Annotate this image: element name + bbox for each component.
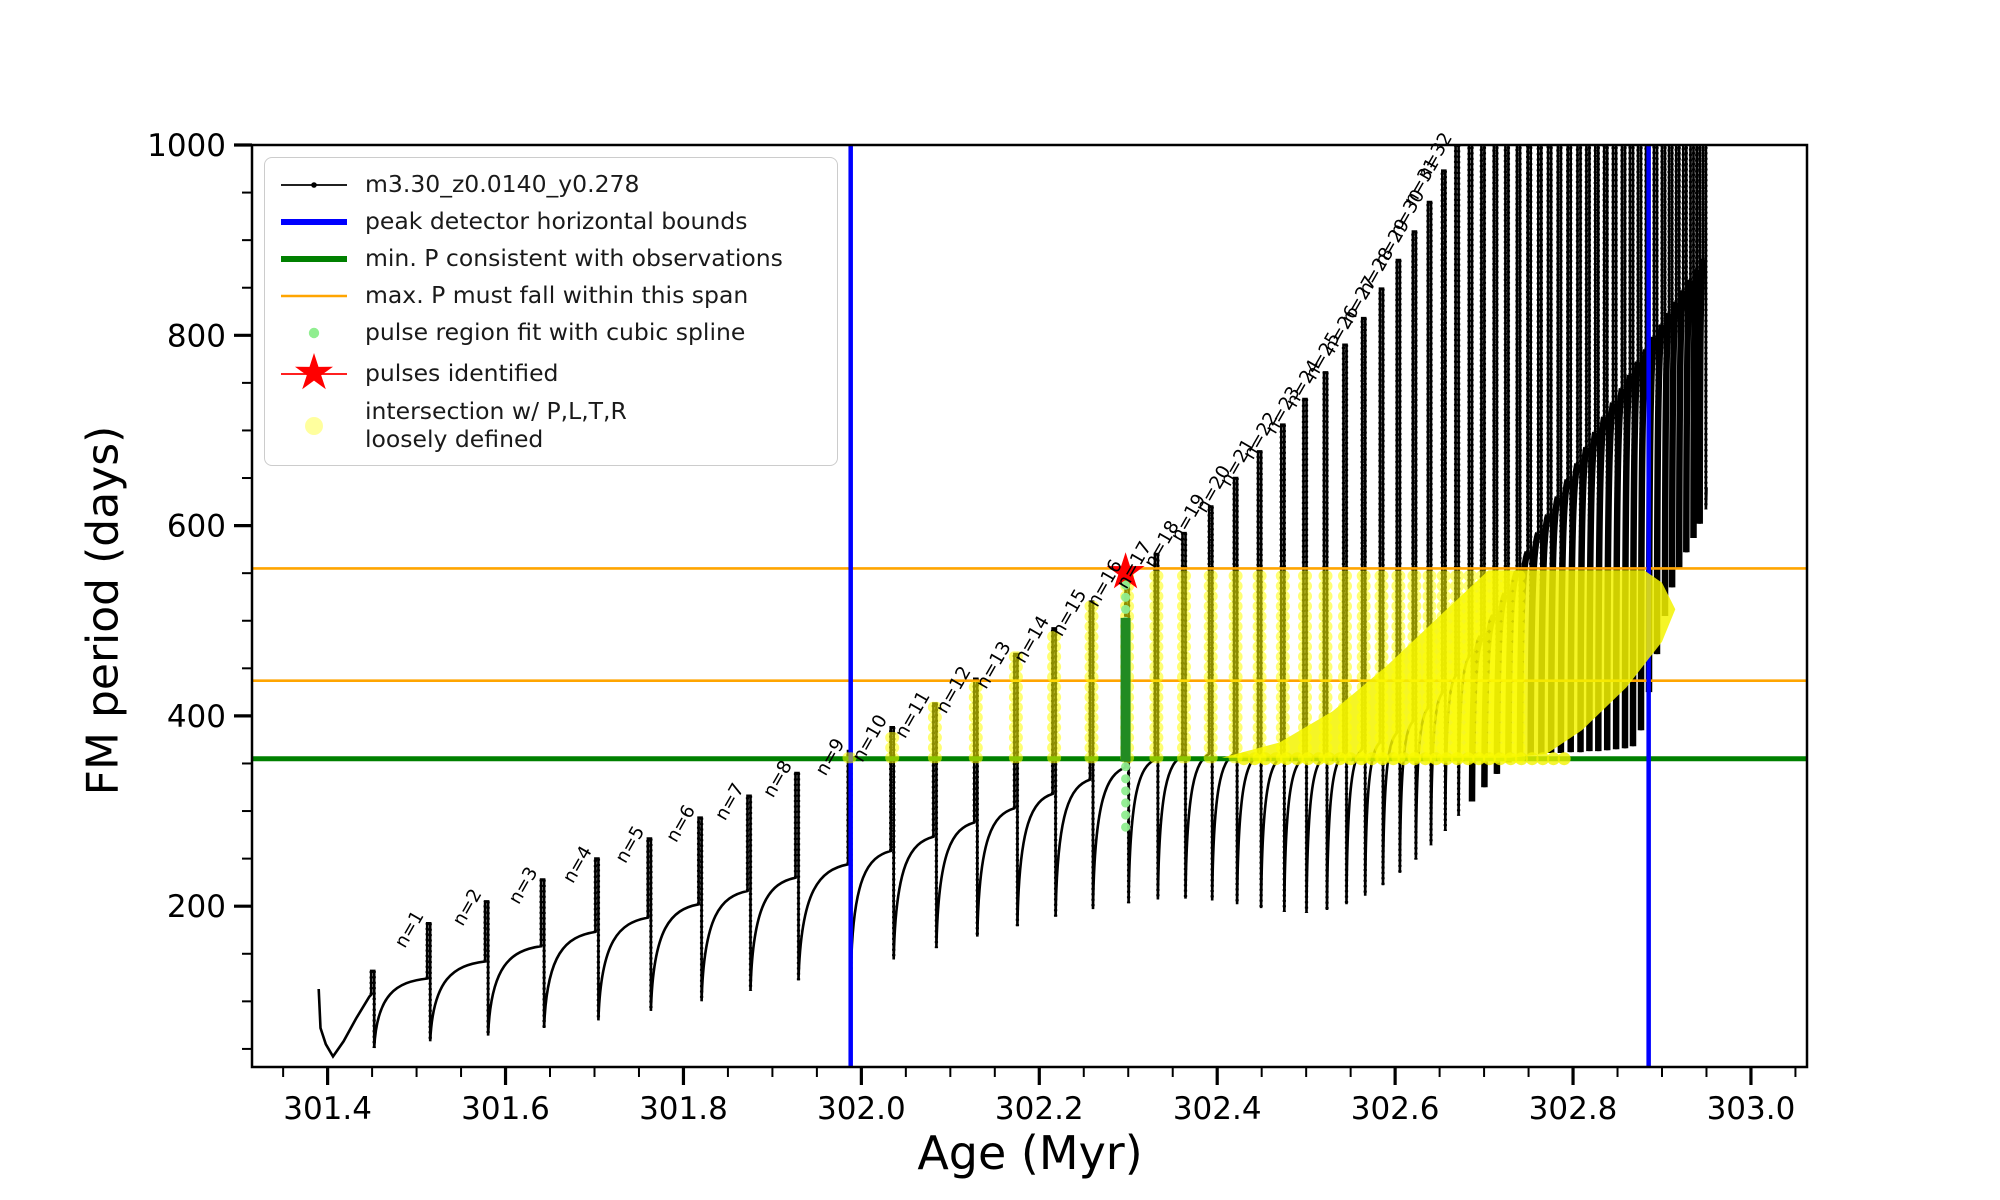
y-axis-title: FM period (days) bbox=[77, 425, 129, 796]
pulse-identified-star bbox=[1106, 552, 1145, 589]
svg-text:n=11: n=11 bbox=[891, 688, 935, 742]
svg-text:1000: 1000 bbox=[147, 128, 226, 164]
red-star-icon bbox=[275, 351, 353, 397]
x-axis-title: Age (Myr) bbox=[917, 1126, 1143, 1180]
legend-label: min. P consistent with observations bbox=[365, 243, 783, 272]
svg-text:302.0: 302.0 bbox=[817, 1091, 906, 1127]
svg-text:n=8: n=8 bbox=[759, 757, 797, 801]
svg-text:n=6: n=6 bbox=[662, 802, 700, 846]
svg-text:301.6: 301.6 bbox=[461, 1091, 550, 1127]
green-line-icon bbox=[275, 248, 353, 270]
legend-item-series: m3.30_z0.0140_y0.278 bbox=[265, 166, 837, 203]
legend-item-spline-region: pulse region fit with cubic spline bbox=[265, 314, 837, 351]
svg-text:n=5: n=5 bbox=[612, 823, 650, 867]
legend-item-intersection: intersection w/ P,L,T,R loosely defined bbox=[265, 397, 837, 455]
svg-text:303.0: 303.0 bbox=[1707, 1091, 1796, 1127]
svg-text:n=3: n=3 bbox=[505, 864, 543, 908]
black-line-dot-marker-icon bbox=[275, 174, 353, 196]
svg-text:200: 200 bbox=[167, 889, 226, 925]
blue-line-icon bbox=[275, 211, 353, 233]
orange-line-icon bbox=[275, 285, 353, 307]
legend-label: peak detector horizontal bounds bbox=[365, 206, 748, 235]
legend-item-min-P: min. P consistent with observations bbox=[265, 240, 837, 277]
svg-text:400: 400 bbox=[167, 699, 226, 735]
yellow-dot-icon bbox=[275, 411, 353, 441]
legend-label: intersection w/ P,L,T,R loosely defined bbox=[365, 397, 627, 453]
intersection-spike-bands bbox=[842, 564, 1526, 764]
svg-text:n=12: n=12 bbox=[932, 663, 976, 717]
ticks: 301.4 301.6 301.8 302.0 302.2 302.4 302.6 302.8… bbox=[147, 128, 1797, 1127]
svg-text:n=14: n=14 bbox=[1010, 612, 1054, 666]
svg-text:800: 800 bbox=[167, 318, 226, 354]
svg-text:302.2: 302.2 bbox=[995, 1091, 1084, 1127]
axes-frame bbox=[250, 143, 1809, 1069]
legend-item-peak-detector-bounds: peak detector horizontal bounds bbox=[265, 203, 837, 240]
legend-label: pulse region fit with cubic spline bbox=[365, 317, 746, 346]
svg-text:n=15: n=15 bbox=[1048, 586, 1092, 640]
svg-text:301.4: 301.4 bbox=[283, 1091, 372, 1127]
svg-text:n=32: n=32 bbox=[1413, 129, 1457, 183]
legend-item-max-P-span: max. P must fall within this span bbox=[265, 277, 837, 314]
svg-text:302.6: 302.6 bbox=[1351, 1091, 1440, 1127]
lightgreen-dot-icon bbox=[275, 322, 353, 344]
svg-text:302.8: 302.8 bbox=[1529, 1091, 1618, 1127]
svg-text:301.8: 301.8 bbox=[639, 1091, 728, 1127]
legend-label: pulses identified bbox=[365, 359, 559, 388]
svg-text:n=7: n=7 bbox=[711, 780, 749, 824]
legend: m3.30_z0.0140_y0.278 peak detector horiz… bbox=[264, 157, 838, 466]
legend-item-pulses-identified: pulses identified bbox=[265, 351, 837, 397]
legend-label: m3.30_z0.0140_y0.278 bbox=[365, 169, 640, 198]
svg-text:n=1: n=1 bbox=[391, 907, 429, 951]
plot-area bbox=[252, 145, 1807, 1067]
svg-text:n=2: n=2 bbox=[449, 885, 487, 929]
svg-text:302.4: 302.4 bbox=[1173, 1091, 1262, 1127]
svg-text:n=4: n=4 bbox=[559, 843, 597, 887]
svg-text:600: 600 bbox=[167, 509, 226, 545]
legend-label: max. P must fall within this span bbox=[365, 280, 749, 309]
